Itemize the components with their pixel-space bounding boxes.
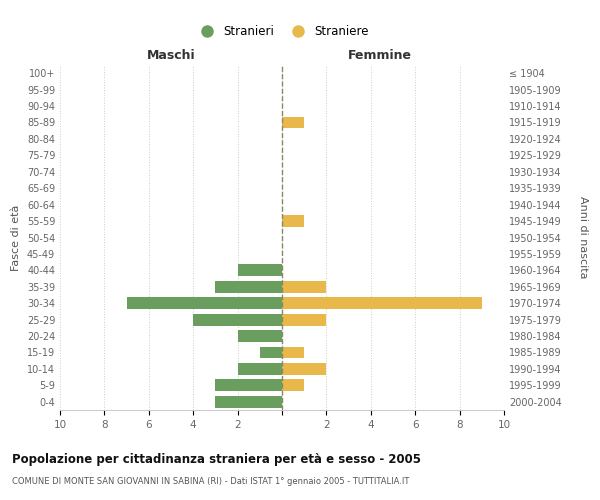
Bar [215,281,282,292]
Bar [282,281,326,292]
Bar [282,346,304,358]
Bar [215,396,282,407]
Bar [282,314,326,326]
Bar [127,298,282,309]
Y-axis label: Anni di nascita: Anni di nascita [578,196,589,279]
Bar [282,380,304,392]
Text: Femmine: Femmine [347,48,412,62]
Bar [238,330,282,342]
Text: Maschi: Maschi [146,48,196,62]
Text: COMUNE DI MONTE SAN GIOVANNI IN SABINA (RI) - Dati ISTAT 1° gennaio 2005 - TUTTI: COMUNE DI MONTE SAN GIOVANNI IN SABINA (… [12,478,409,486]
Bar [238,264,282,276]
Bar [282,298,482,309]
Bar [282,363,326,375]
Bar [282,215,304,227]
Legend: Stranieri, Straniere: Stranieri, Straniere [190,20,374,42]
Bar [282,116,304,128]
Bar [193,314,282,326]
Y-axis label: Fasce di età: Fasce di età [11,204,21,270]
Bar [238,363,282,375]
Bar [260,346,282,358]
Bar [215,380,282,392]
Text: Popolazione per cittadinanza straniera per età e sesso - 2005: Popolazione per cittadinanza straniera p… [12,452,421,466]
